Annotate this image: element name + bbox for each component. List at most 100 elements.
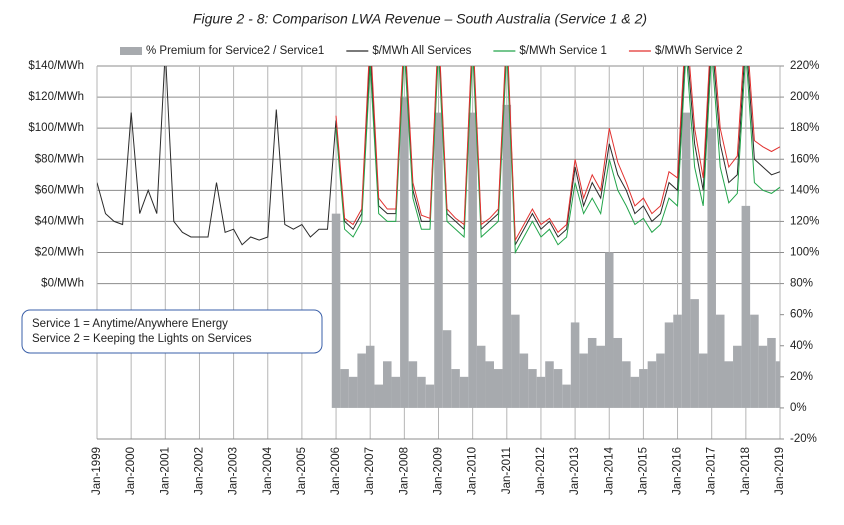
x-tick-label: Jan-2012 — [535, 447, 547, 495]
y2-tick-label: 0% — [790, 402, 807, 414]
y2-tick-label: 140% — [790, 184, 819, 196]
y-tick-label: $100/MWh — [28, 122, 84, 134]
bar — [536, 376, 546, 408]
legend-swatch — [120, 47, 142, 55]
y2-tick-label: 80% — [790, 278, 813, 290]
y-tick-label: $40/MWh — [35, 215, 84, 227]
bar — [493, 369, 503, 408]
x-tick-label: Jan-2010 — [467, 447, 479, 495]
bar — [348, 376, 358, 408]
y-tick-label: $80/MWh — [35, 153, 84, 165]
x-tick-label: Jan-2019 — [774, 447, 786, 495]
x-tick-label: Jan-2004 — [262, 446, 274, 495]
bar — [604, 252, 614, 408]
bar — [733, 345, 742, 408]
bar — [681, 112, 691, 408]
legend-label: $/MWh Service 1 — [519, 45, 607, 57]
bar — [374, 384, 384, 408]
bar — [434, 112, 443, 408]
bar — [502, 104, 512, 408]
bar — [459, 376, 469, 408]
bar — [408, 361, 418, 408]
bars — [331, 97, 780, 408]
bar — [468, 112, 477, 408]
y-tick-label: $0/MWh — [41, 278, 84, 290]
x-tick-label: Jan-2011 — [501, 447, 513, 494]
bar — [690, 299, 699, 408]
annotation: Service 1 = Anytime/Anywhere Energy — [32, 318, 228, 330]
bar — [715, 314, 725, 408]
x-tick-label: Jan-2007 — [364, 447, 376, 495]
legend-label: $/MWh All Services — [372, 45, 471, 57]
y2-tick-label: 160% — [790, 153, 819, 165]
y2-tick-label: 220% — [790, 60, 819, 72]
bar — [656, 353, 665, 408]
bar — [365, 345, 375, 408]
bar — [750, 314, 759, 408]
bar — [400, 97, 409, 408]
bar — [391, 376, 401, 408]
bar — [417, 376, 426, 408]
bar — [775, 361, 780, 408]
line — [97, 66, 780, 247]
x-tick-label: Jan-2013 — [569, 447, 581, 495]
bar — [570, 322, 580, 408]
bar — [698, 353, 708, 408]
bar — [485, 361, 494, 408]
x-tick-label: Jan-2003 — [228, 447, 240, 495]
bar — [451, 369, 460, 408]
bar — [476, 345, 486, 408]
y2-tick-label: -20% — [790, 433, 817, 445]
bar — [545, 361, 554, 408]
y2-tick-label: 200% — [790, 91, 819, 103]
x-tick-label: Jan-2017 — [706, 447, 718, 495]
bar — [664, 322, 674, 408]
x-tick-label: Jan-2005 — [296, 447, 308, 495]
y-tick-label: $20/MWh — [35, 247, 84, 259]
x-tick-label: Jan-2000 — [125, 447, 137, 495]
y2-tick-label: 60% — [790, 309, 813, 321]
bar — [639, 369, 648, 408]
y-tick-label: $60/MWh — [35, 184, 84, 196]
x-tick-label: Jan-2001 — [159, 447, 171, 495]
bar — [587, 337, 597, 408]
y2-tick-label: 100% — [790, 247, 819, 259]
y2-tick-label: 40% — [790, 340, 813, 352]
bar — [707, 128, 716, 408]
bar — [442, 330, 452, 408]
bar — [758, 345, 768, 408]
bar — [528, 369, 537, 408]
legend-label: $/MWh Service 2 — [655, 45, 743, 57]
bar — [579, 353, 588, 408]
x-tick-label: Jan-2016 — [672, 447, 684, 495]
lines — [97, 66, 780, 255]
bar — [724, 361, 734, 408]
bar — [673, 314, 682, 408]
legend-label: % Premium for Service2 / Service1 — [146, 45, 324, 57]
x-tick-label: Jan-2008 — [398, 447, 410, 495]
bar — [562, 384, 571, 408]
bar — [511, 314, 520, 408]
x-tick-label: Jan-2018 — [740, 447, 752, 495]
y-tick-label: $120/MWh — [28, 91, 84, 103]
bar — [357, 353, 366, 408]
line — [335, 66, 780, 242]
x-tick-label: Jan-2015 — [637, 447, 649, 495]
bar — [613, 337, 623, 408]
bar — [622, 361, 631, 408]
annotation-box — [21, 309, 323, 354]
bar — [519, 353, 529, 408]
annotation: Service 2 = Keeping the Lights on Servic… — [32, 333, 252, 345]
x-tick-label: Jan-2014 — [603, 446, 615, 495]
y2-tick-label: 120% — [790, 215, 819, 227]
y-tick-label: $140/MWh — [28, 60, 84, 72]
bar — [596, 345, 605, 408]
chart-title: Figure 2 - 8: Comparison LWA Revenue – S… — [193, 11, 647, 27]
x-tick-label: Jan-2009 — [433, 447, 445, 495]
bar — [630, 376, 640, 408]
bar — [741, 205, 751, 408]
line — [335, 66, 780, 255]
bar — [383, 361, 392, 408]
bar — [340, 369, 349, 408]
